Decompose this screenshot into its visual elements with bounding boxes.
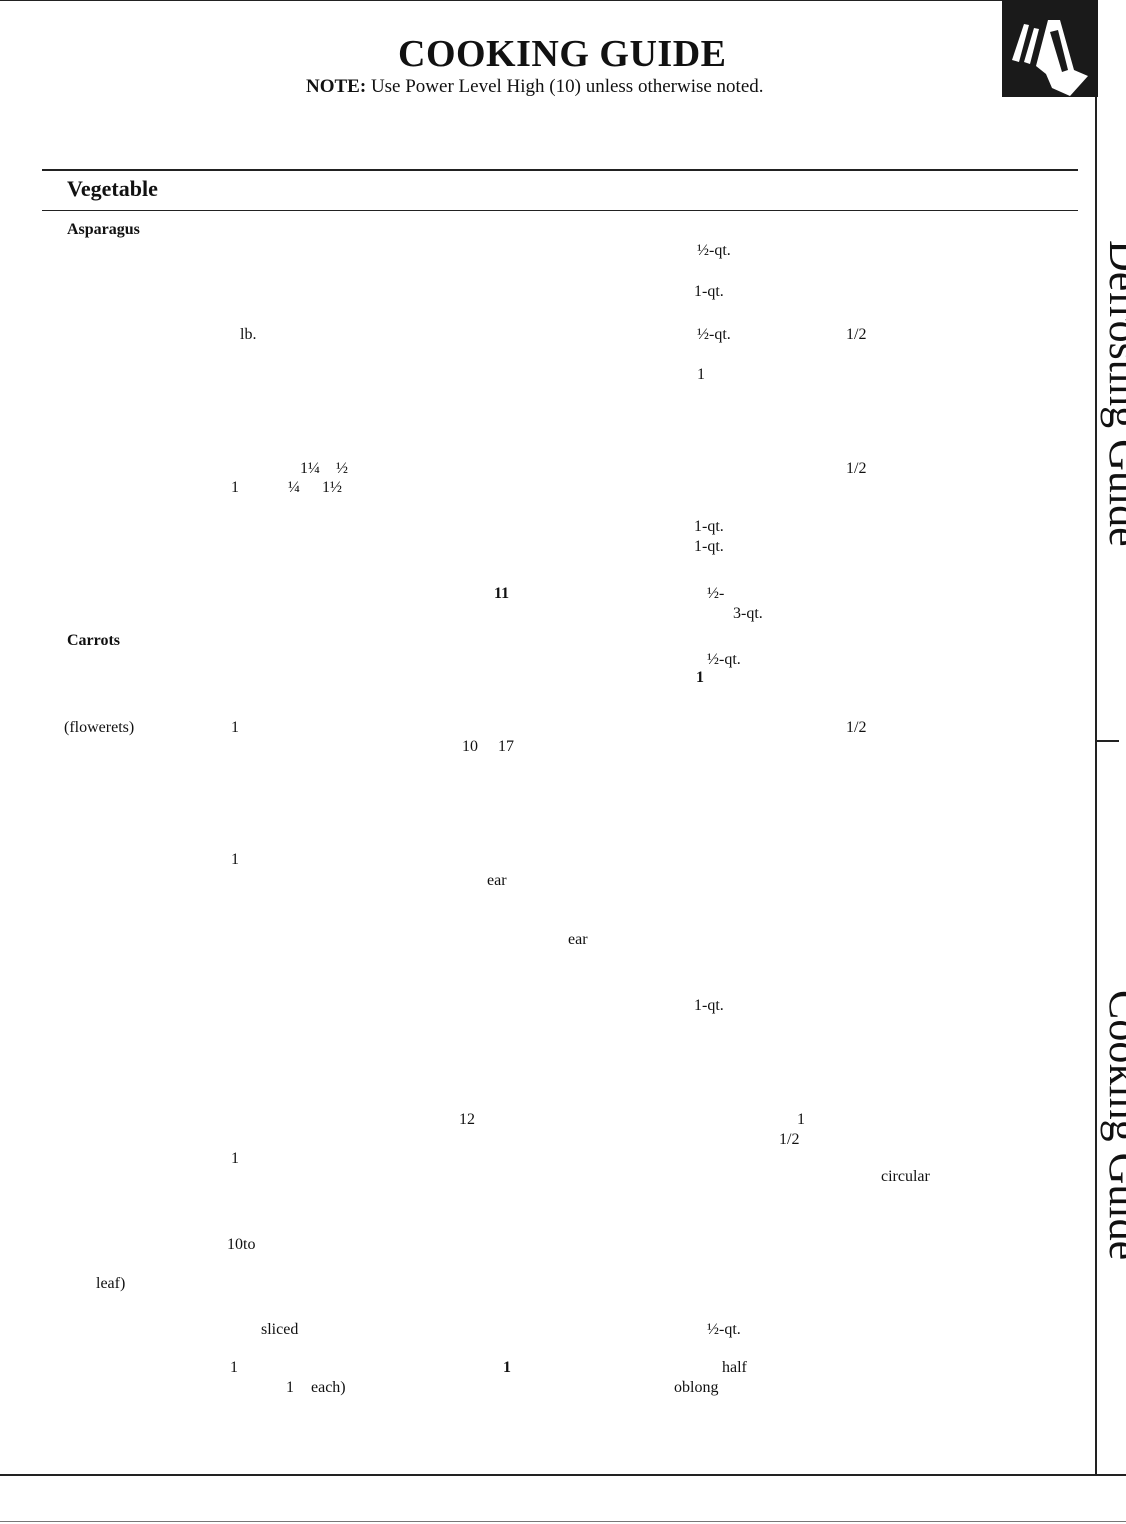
table-cell: 1-qt. — [694, 538, 724, 555]
table-cell: 1½ — [322, 479, 342, 496]
table-cell: 1 — [231, 719, 239, 736]
table-cell: 1/2 — [779, 1131, 800, 1148]
table-cell: 1 — [231, 1150, 239, 1167]
table-cell: 1-qt. — [694, 997, 724, 1014]
vegetable-name: Asparagus — [67, 221, 140, 238]
table-cell: 1¼ — [300, 460, 320, 477]
table-cell: 1 — [697, 366, 705, 383]
table-cell: 11 — [494, 585, 510, 602]
table-cell: 3-qt. — [733, 605, 763, 622]
table-cell: ½-qt. — [697, 242, 731, 259]
table-cell: 17 — [498, 738, 514, 755]
table-cell: 1/2 — [846, 460, 867, 477]
table-cell: oblong — [674, 1379, 719, 1396]
table-cell: 10to — [227, 1236, 256, 1253]
table-cell: lb. — [240, 326, 257, 343]
sidebar-divider — [1095, 0, 1097, 1476]
table-cell: 1/2 — [846, 326, 867, 343]
vegetable-name: Carrots — [67, 632, 121, 649]
column-header-vegetable: Vegetable — [67, 176, 158, 201]
table-cell: ear — [568, 931, 588, 948]
table-cell: 1-qt. — [694, 283, 724, 300]
tab-defrosting-guide[interactable]: Defrosting Guide — [1100, 240, 1126, 547]
page-title: COOKING GUIDE — [398, 33, 727, 75]
table-cell: leaf) — [96, 1275, 126, 1292]
tab-divider — [1095, 740, 1119, 742]
top-border — [0, 0, 1098, 1]
note-label: NOTE: — [306, 76, 367, 97]
power-note: NOTE: Use Power Level High (10) unless o… — [306, 76, 764, 98]
note-text: Use Power Level High (10) unless otherwi… — [370, 76, 764, 97]
table-cell: ear — [487, 872, 507, 889]
header-top-rule — [42, 169, 1078, 171]
table-cell: 1 — [696, 669, 704, 686]
table-cell: 1 — [797, 1111, 805, 1128]
table-cell: 1 — [231, 851, 239, 868]
table-cell: ½ — [336, 460, 348, 477]
table-cell: 1-qt. — [694, 518, 724, 535]
tab-cooking-guide[interactable]: Cooking Guide — [1100, 990, 1126, 1261]
table-cell: ½-qt. — [707, 1321, 741, 1338]
table-cell: circular — [881, 1168, 930, 1185]
section-tab — [1002, 0, 1098, 97]
table-cell: ½-qt. — [707, 651, 741, 668]
bottom-rule — [0, 1474, 1126, 1476]
table-cell: 1 — [230, 1359, 238, 1376]
table-cell: ¼ — [288, 479, 300, 496]
table-cell: 12 — [459, 1111, 475, 1128]
table-cell: sliced — [261, 1321, 299, 1338]
header-bottom-rule — [42, 210, 1078, 211]
hand-pointing-icon — [1012, 20, 1088, 96]
table-cell: half — [722, 1359, 747, 1376]
table-cell: each) — [311, 1379, 346, 1396]
table-cell: 1 — [503, 1359, 511, 1376]
page-edge-rule — [0, 1521, 1126, 1522]
table-cell: (flowerets) — [64, 719, 135, 736]
table-cell: 1 — [231, 479, 239, 496]
table-cell: 1 — [286, 1379, 294, 1396]
table-cell: ½- — [707, 585, 725, 602]
table-cell: 10 — [462, 738, 478, 755]
table-cell: 1/2 — [846, 719, 867, 736]
table-cell: ½-qt. — [697, 326, 731, 343]
